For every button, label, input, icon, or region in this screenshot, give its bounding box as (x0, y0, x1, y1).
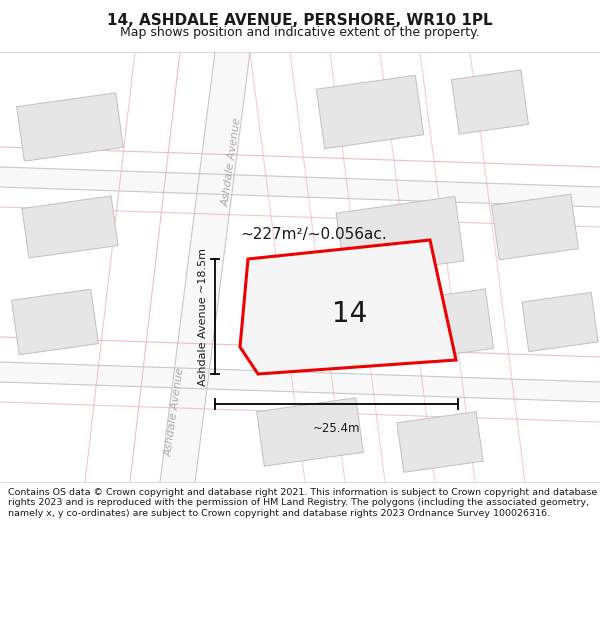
Polygon shape (160, 52, 250, 482)
Text: Contains OS data © Crown copyright and database right 2021. This information is : Contains OS data © Crown copyright and d… (8, 488, 597, 518)
Polygon shape (240, 240, 456, 374)
Text: Ashdale Avenue: Ashdale Avenue (164, 367, 186, 458)
Text: 14, ASHDALE AVENUE, PERSHORE, WR10 1PL: 14, ASHDALE AVENUE, PERSHORE, WR10 1PL (107, 13, 493, 28)
Polygon shape (0, 362, 600, 402)
Polygon shape (491, 194, 578, 260)
Polygon shape (22, 196, 118, 258)
Polygon shape (316, 76, 424, 149)
Polygon shape (257, 398, 364, 466)
Text: ~25.4m: ~25.4m (313, 422, 360, 435)
Text: Ashdale Avenue: Ashdale Avenue (221, 117, 243, 208)
Text: Map shows position and indicative extent of the property.: Map shows position and indicative extent… (120, 26, 480, 39)
Polygon shape (17, 92, 124, 161)
Polygon shape (367, 289, 494, 365)
Polygon shape (452, 70, 529, 134)
Polygon shape (0, 167, 600, 207)
Text: 14: 14 (332, 300, 368, 328)
Text: ~227m²/~0.056ac.: ~227m²/~0.056ac. (240, 226, 387, 241)
Text: Ashdale Avenue ~18.5m: Ashdale Avenue ~18.5m (198, 248, 208, 386)
Polygon shape (397, 412, 483, 472)
Polygon shape (522, 292, 598, 352)
Polygon shape (11, 289, 98, 355)
Polygon shape (336, 196, 464, 278)
